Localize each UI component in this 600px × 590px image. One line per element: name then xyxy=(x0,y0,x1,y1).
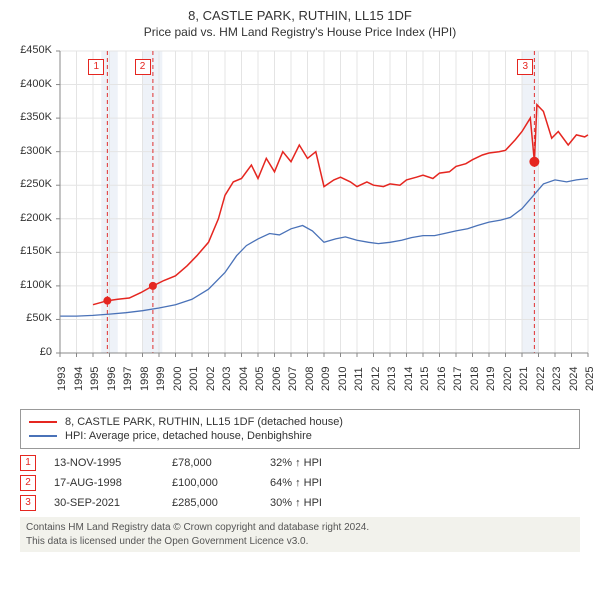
x-tick-label: 1999 xyxy=(155,367,167,391)
page: 8, CASTLE PARK, RUTHIN, LL15 1DF Price p… xyxy=(0,0,600,556)
datapoints-table: 1 13-NOV-1995 £78,000 32% ↑ HPI 2 17-AUG-1998… xyxy=(20,455,580,511)
x-tick-label: 2017 xyxy=(452,367,464,391)
y-tick-label: £50K xyxy=(8,312,52,324)
x-tick-label: 2005 xyxy=(254,367,266,391)
datapoint-row: 1 13-NOV-1995 £78,000 32% ↑ HPI xyxy=(20,455,580,471)
y-tick-label: £300K xyxy=(8,145,52,157)
x-tick-label: 2022 xyxy=(535,367,547,391)
x-tick-label: 2000 xyxy=(172,367,184,391)
x-tick-label: 2013 xyxy=(386,367,398,391)
x-tick-label: 2023 xyxy=(551,367,563,391)
y-tick-label: £100K xyxy=(8,279,52,291)
legend: 8, CASTLE PARK, RUTHIN, LL15 1DF (detach… xyxy=(20,409,580,449)
x-tick-label: 2006 xyxy=(271,367,283,391)
chart-marker-1: 1 xyxy=(88,59,104,75)
y-tick-label: £0 xyxy=(8,346,52,358)
datapoint-row: 2 17-AUG-1998 £100,000 64% ↑ HPI xyxy=(20,475,580,491)
footer-line1: Contains HM Land Registry data © Crown c… xyxy=(26,521,574,535)
x-tick-label: 2021 xyxy=(518,367,530,391)
x-tick-label: 2004 xyxy=(238,367,250,391)
datapoint-price: £100,000 xyxy=(172,477,252,489)
datapoint-pct: 32% ↑ HPI xyxy=(270,457,360,469)
legend-row: HPI: Average price, detached house, Denb… xyxy=(29,430,571,442)
datapoint-price: £78,000 xyxy=(172,457,252,469)
x-tick-label: 2010 xyxy=(337,367,349,391)
x-tick-label: 2014 xyxy=(403,367,415,391)
x-tick-label: 2011 xyxy=(353,367,365,391)
x-tick-label: 1998 xyxy=(139,367,151,391)
x-tick-label: 2015 xyxy=(419,367,431,391)
datapoint-price: £285,000 xyxy=(172,497,252,509)
titles: 8, CASTLE PARK, RUTHIN, LL15 1DF Price p… xyxy=(8,8,592,39)
y-tick-label: £250K xyxy=(8,178,52,190)
chart: 1993 1994 1995 1996 1997 1998 1999 2000 2001 2002… xyxy=(8,43,592,403)
footer-line2: This data is licensed under the Open Gov… xyxy=(26,535,574,549)
x-tick-label: 2002 xyxy=(205,367,217,391)
x-tick-label: 2008 xyxy=(304,367,316,391)
legend-label: HPI: Average price, detached house, Denb… xyxy=(65,430,312,442)
x-tick-label: 2003 xyxy=(221,367,233,391)
x-tick-label: 2007 xyxy=(287,367,299,391)
x-tick-label: 2001 xyxy=(188,367,200,391)
legend-label: 8, CASTLE PARK, RUTHIN, LL15 1DF (detach… xyxy=(65,416,343,428)
datapoint-date: 30-SEP-2021 xyxy=(54,497,154,509)
datapoint-marker: 1 xyxy=(20,455,36,471)
legend-swatch xyxy=(29,421,57,423)
legend-row: 8, CASTLE PARK, RUTHIN, LL15 1DF (detach… xyxy=(29,416,571,428)
x-tick-label: 1996 xyxy=(106,367,118,391)
chart-marker-2: 2 xyxy=(135,59,151,75)
title-address: 8, CASTLE PARK, RUTHIN, LL15 1DF xyxy=(8,8,592,23)
chart-marker-3: 3 xyxy=(517,59,533,75)
x-tick-label: 2016 xyxy=(436,367,448,391)
datapoint-date: 17-AUG-1998 xyxy=(54,477,154,489)
x-tick-label: 2024 xyxy=(568,367,580,391)
x-tick-label: 1995 xyxy=(89,367,101,391)
datapoint-marker: 2 xyxy=(20,475,36,491)
chart-svg xyxy=(8,43,592,403)
legend-swatch xyxy=(29,435,57,437)
x-tick-label: 2019 xyxy=(485,367,497,391)
x-tick-label: 2012 xyxy=(370,367,382,391)
y-tick-label: £200K xyxy=(8,212,52,224)
x-tick-label: 2009 xyxy=(320,367,332,391)
y-tick-label: £350K xyxy=(8,111,52,123)
x-tick-label: 2018 xyxy=(469,367,481,391)
datapoint-marker: 3 xyxy=(20,495,36,511)
datapoint-pct: 64% ↑ HPI xyxy=(270,477,360,489)
x-tick-label: 2025 xyxy=(584,367,596,391)
datapoint-date: 13-NOV-1995 xyxy=(54,457,154,469)
y-tick-label: £450K xyxy=(8,44,52,56)
y-tick-label: £150K xyxy=(8,245,52,257)
datapoint-pct: 30% ↑ HPI xyxy=(270,497,360,509)
footer-attribution: Contains HM Land Registry data © Crown c… xyxy=(20,517,580,552)
title-subtitle: Price paid vs. HM Land Registry's House … xyxy=(8,25,592,39)
x-tick-label: 1993 xyxy=(56,367,68,391)
y-tick-label: £400K xyxy=(8,78,52,90)
x-tick-label: 1997 xyxy=(122,367,134,391)
x-tick-label: 1994 xyxy=(73,367,85,391)
x-tick-label: 2020 xyxy=(502,367,514,391)
datapoint-row: 3 30-SEP-2021 £285,000 30% ↑ HPI xyxy=(20,495,580,511)
